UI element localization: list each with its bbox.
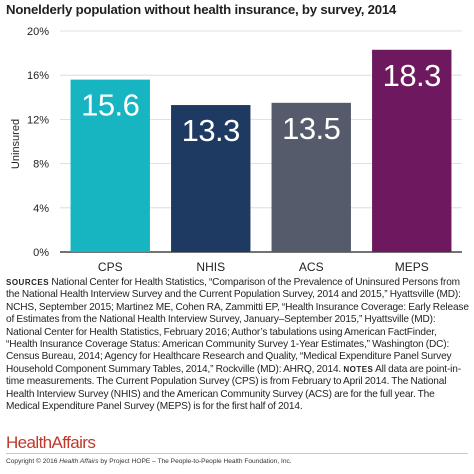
- y-tick-label: 20%: [27, 26, 49, 38]
- bar-chart: 0% 4% 8% 12% 16% 20% Uninsured 15.6 13.3 13.5 18…: [10, 26, 462, 274]
- copyright-suffix: by Project HOPE – The People-to-People H…: [98, 458, 292, 465]
- x-tick-label: MEPS: [395, 260, 429, 274]
- data-label: 15.6: [81, 88, 139, 123]
- y-tick-label: 8%: [33, 159, 49, 171]
- y-axis-label: Uninsured: [10, 119, 22, 169]
- sources-tag: Sources: [6, 278, 50, 287]
- x-axis-ticks: CPS NHIS ACS MEPS: [98, 260, 429, 274]
- logo-affairs: Affairs: [51, 433, 96, 452]
- x-tick-label: NHIS: [196, 260, 225, 274]
- bar-acs: [271, 102, 351, 252]
- y-tick-label: 12%: [27, 114, 49, 126]
- y-tick-label: 0%: [33, 247, 49, 259]
- copyright-journal: Health Affairs: [59, 458, 99, 465]
- source-notes: Sources National Center for Health Stati…: [6, 277, 470, 413]
- copyright-notice: Copyright © 2016 Health Affairs by Proje…: [6, 458, 472, 465]
- data-label: 13.5: [282, 111, 340, 146]
- data-label: 13.3: [182, 113, 240, 148]
- chart-title: Nonelderly population without health ins…: [6, 2, 397, 17]
- logo-health: Health: [6, 433, 52, 452]
- y-tick-label: 4%: [33, 203, 49, 215]
- copyright-prefix: Copyright © 2016: [6, 458, 60, 465]
- health-affairs-logo: HealthAffairs: [6, 433, 96, 453]
- bar-cps: [70, 79, 150, 253]
- y-tick-label: 16%: [27, 70, 49, 82]
- bar-meps: [372, 49, 452, 252]
- bar-nhis: [171, 105, 251, 252]
- notes-text: All data are point-in-time measurements.…: [6, 363, 461, 413]
- y-axis-ticks: 0% 4% 8% 12% 16% 20%: [27, 26, 49, 259]
- data-label: 18.3: [383, 58, 441, 93]
- x-tick-label: CPS: [98, 260, 123, 274]
- x-tick-label: ACS: [299, 260, 324, 274]
- sources-text: National Center for Health Statistics, “…: [6, 277, 469, 375]
- bars: 15.6 13.3 13.5 18.3: [70, 49, 452, 253]
- notes-tag: Notes: [343, 364, 374, 374]
- footer-divider: [6, 453, 468, 454]
